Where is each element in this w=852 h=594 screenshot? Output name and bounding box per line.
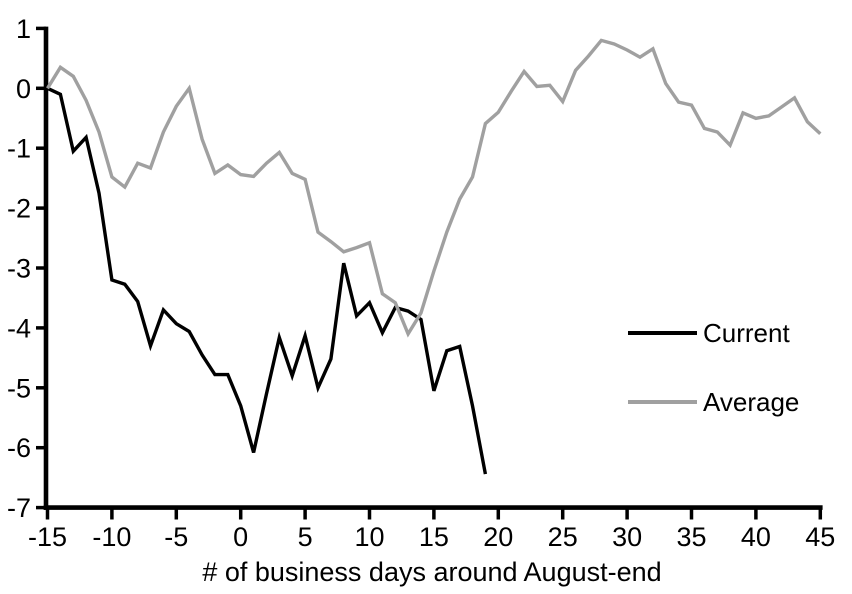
y-tick-label: -7 (7, 493, 31, 523)
legend-label-average: Average (703, 387, 799, 417)
axes (36, 26, 823, 520)
y-tick-label: -4 (7, 313, 31, 343)
x-tick-label: 20 (483, 522, 513, 552)
y-tick-label: -2 (7, 194, 31, 224)
x-tick-label: 40 (741, 522, 771, 552)
x-tick-label: -5 (164, 522, 188, 552)
x-tick-label: 45 (805, 522, 835, 552)
x-tick-label: -10 (92, 522, 131, 552)
current-series-line (46, 86, 488, 475)
y-tick-label: 0 (16, 74, 31, 104)
legend-label-current: Current (703, 318, 790, 348)
y-tick-label: -3 (7, 254, 31, 284)
x-tick-label: 30 (612, 522, 642, 552)
x-axis-title: # of business days around August-end (202, 557, 661, 587)
y-tick-label: 1 (16, 14, 31, 44)
x-tick-label: 5 (298, 522, 313, 552)
x-tick-label: 25 (548, 522, 578, 552)
legend: Current Average (628, 318, 799, 417)
tick-labels: 10-1-2-3-4-5-6-7-15 -10 -5 0 5 10 15 20 25 30 35 40… (7, 14, 835, 552)
average-series-line (46, 38, 822, 338)
x-tick-label: 10 (354, 522, 384, 552)
x-tick-label: 0 (233, 522, 248, 552)
y-tick-label: -1 (7, 134, 31, 164)
x-tick-label: -15 (28, 522, 67, 552)
x-tick-label: 35 (676, 522, 706, 552)
x-tick-label: 15 (419, 522, 449, 552)
y-tick-label: -5 (7, 373, 31, 403)
series-lines (46, 38, 822, 475)
y-tick-label: -6 (7, 433, 31, 463)
